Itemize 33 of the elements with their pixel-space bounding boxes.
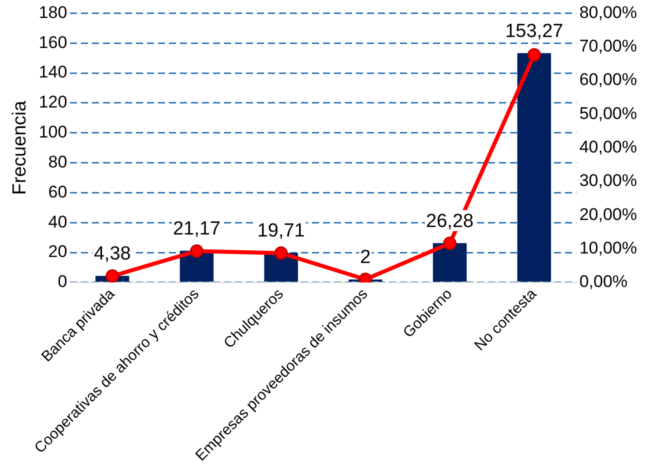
y-tick-label: 40 (48, 212, 68, 232)
y2-tick-label: 20,00% (579, 204, 638, 224)
data-label: 4,38 (94, 244, 131, 265)
data-label: 21,17 (172, 218, 220, 240)
data-label: 19,71 (257, 220, 305, 242)
y-tick-label: 100 (38, 122, 68, 142)
y-tick-label: 120 (38, 92, 68, 112)
y2-tick-label: 40,00% (579, 138, 638, 157)
point (443, 236, 457, 250)
y-tick-label: 20 (48, 242, 68, 262)
y2-tick-label: 80,00% (579, 2, 638, 22)
bar (432, 243, 467, 282)
y2-tick-label: 50,00% (579, 104, 638, 123)
point (274, 246, 288, 260)
y2-tick-label: 30,00% (579, 171, 638, 190)
y-tick-label: 160 (38, 32, 68, 52)
data-label: 26,28 (426, 210, 474, 232)
bar (517, 53, 552, 282)
y-tick-label: 80 (48, 152, 68, 172)
y2-tick-label: 70,00% (579, 36, 638, 56)
y-tick-label: 0 (58, 272, 68, 292)
data-label: 2 (360, 247, 371, 268)
y2-tick-label: 10,00% (579, 238, 638, 258)
y-axis-title: Frecuencia (10, 100, 31, 195)
point (190, 244, 204, 258)
y2-tick-label: 0,00% (579, 272, 628, 292)
y-tick-label: 140 (38, 62, 68, 82)
data-label: 153,27 (505, 20, 564, 42)
point (527, 48, 541, 62)
y2-tick-label: 60,00% (579, 70, 638, 90)
point (106, 269, 120, 282)
y-tick-label: 60 (48, 182, 68, 202)
y-tick-label: 180 (38, 2, 68, 22)
